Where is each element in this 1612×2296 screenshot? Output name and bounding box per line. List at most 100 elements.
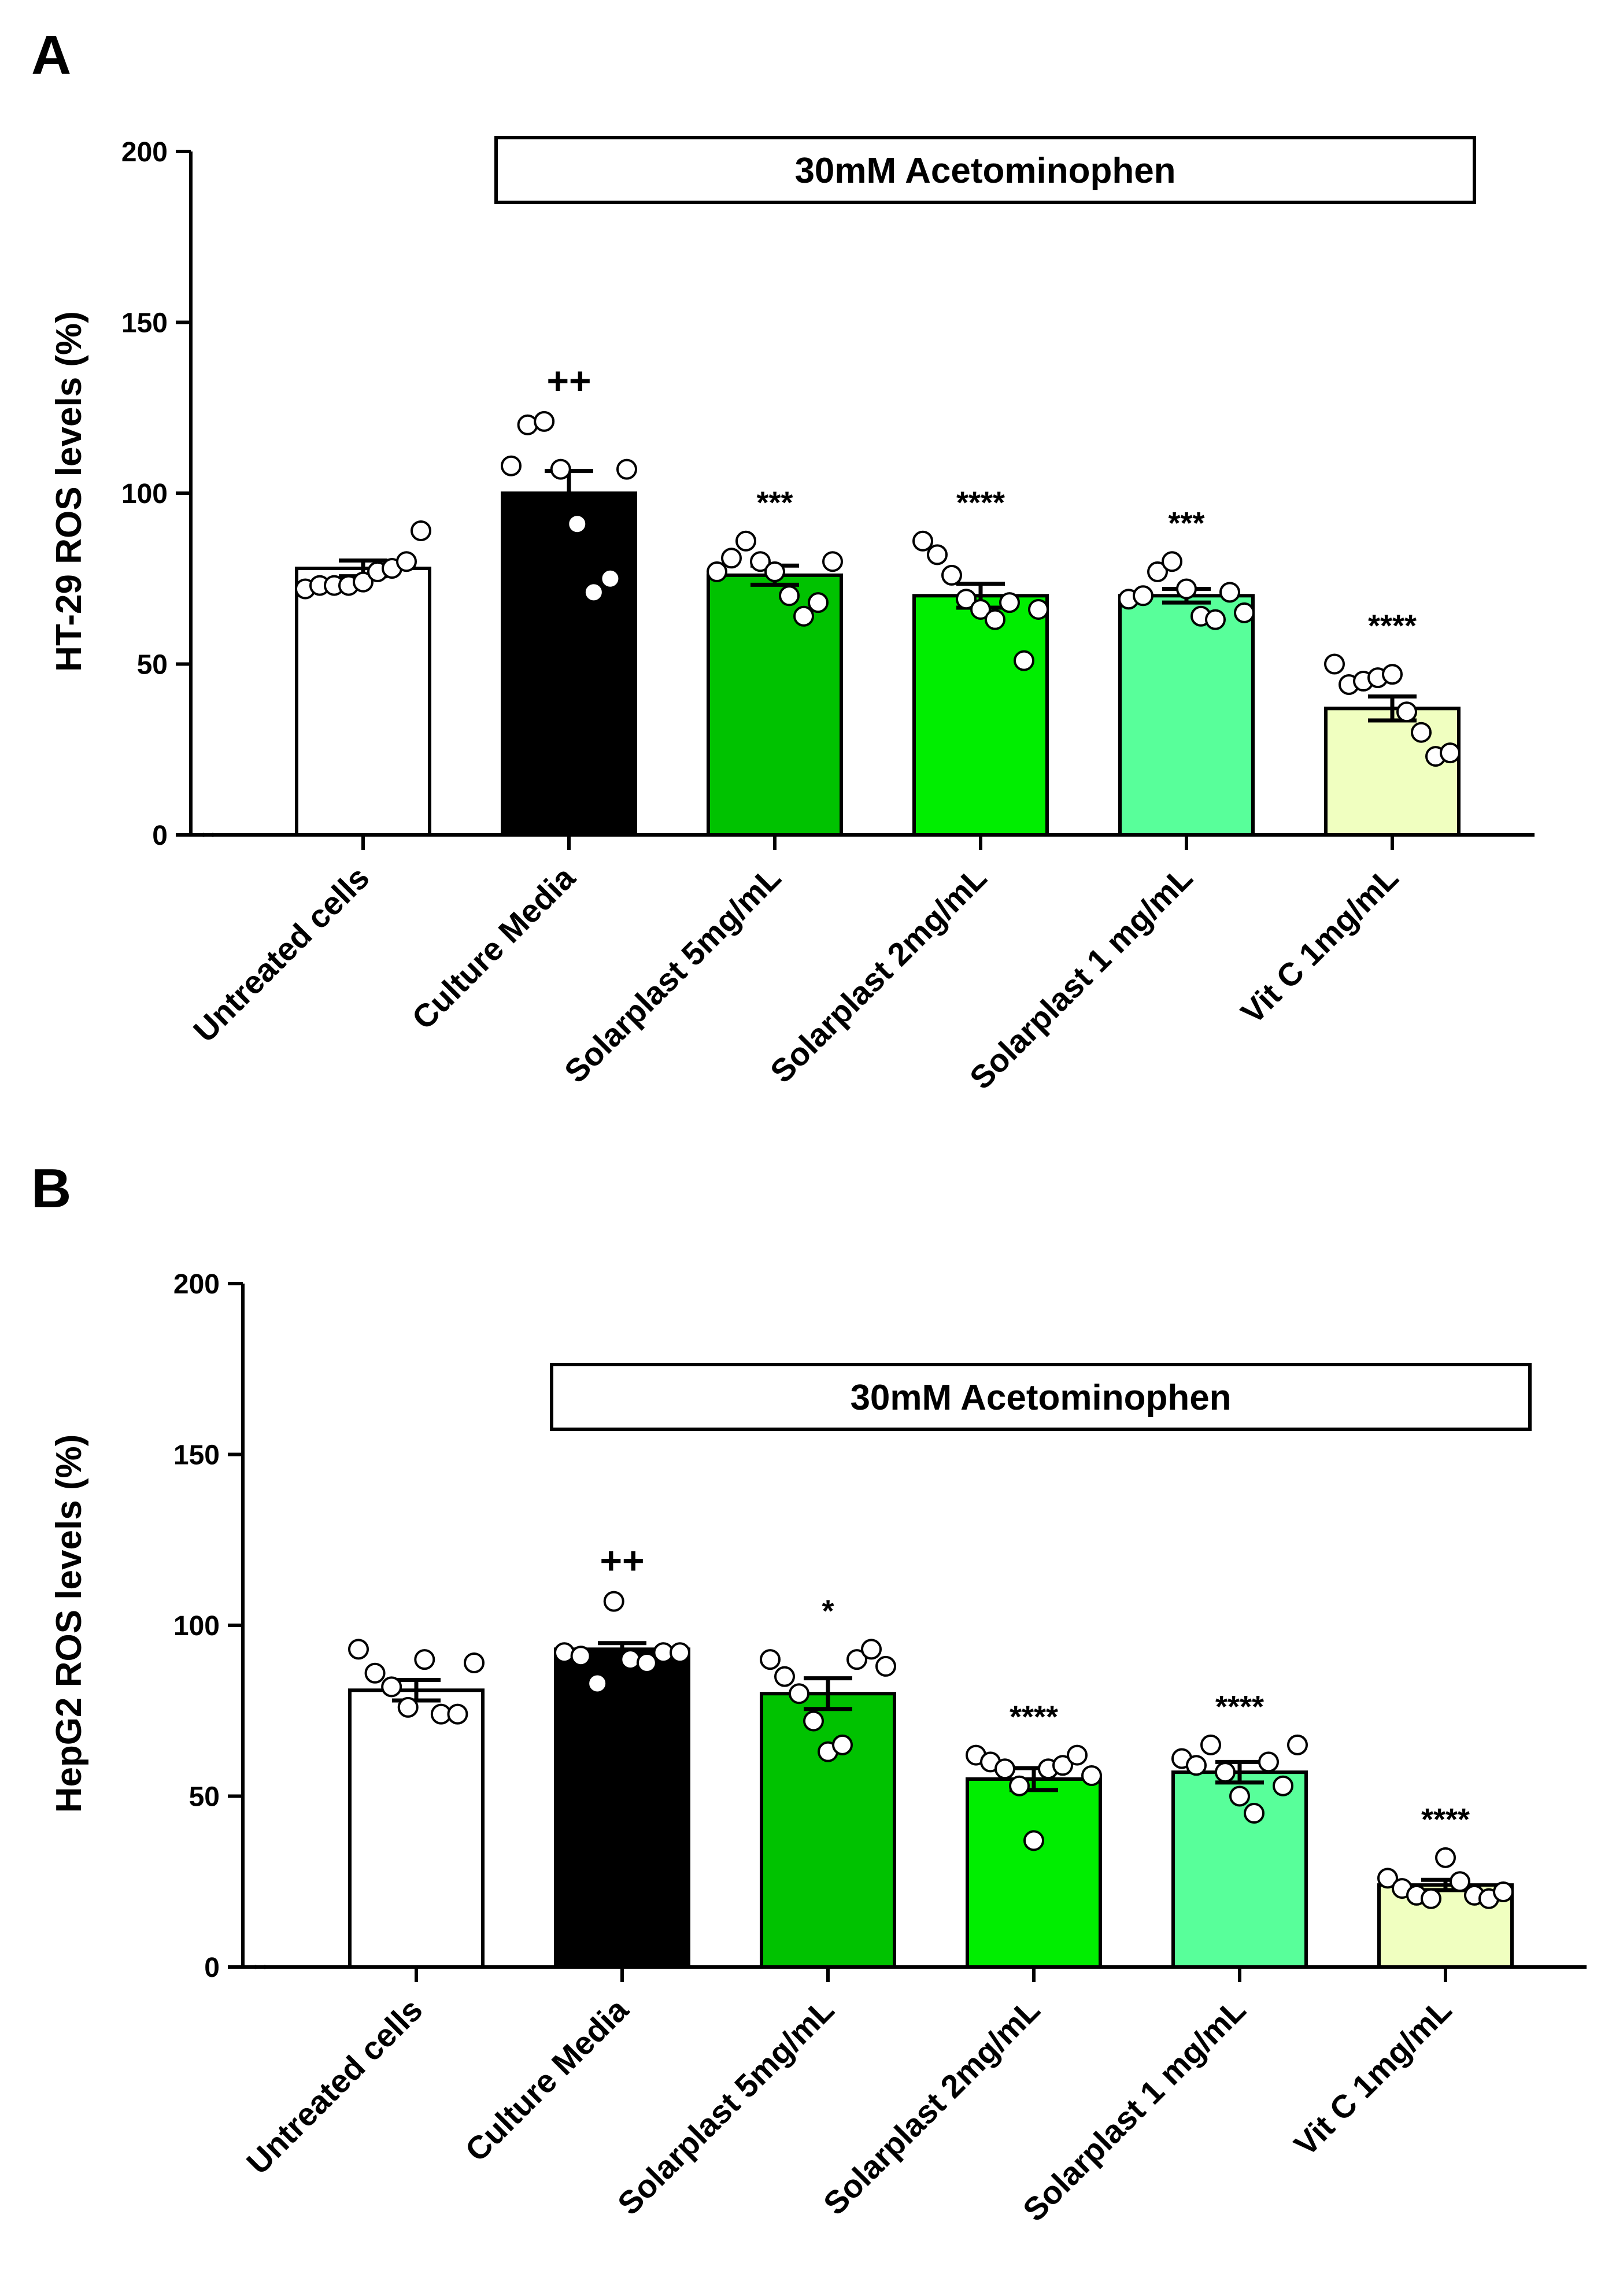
panel-b-significance-2: ++ — [600, 1539, 644, 1582]
panel-a-point — [583, 582, 604, 603]
panel-a-point — [1147, 561, 1168, 582]
panel-a-bar-1 — [295, 567, 431, 837]
panel-a-point — [1205, 609, 1226, 630]
panel-a-axis-break-dot — [201, 833, 206, 837]
panel-b-point — [1067, 1744, 1088, 1766]
panel-b-y-tick-label: 200 — [173, 1269, 220, 1300]
panel-a-point — [1440, 742, 1461, 764]
panel-b-point — [1450, 1871, 1470, 1892]
panel-a-point — [550, 459, 571, 480]
panel-b-significance-6: **** — [1421, 1802, 1470, 1837]
panel-a-point — [808, 592, 829, 613]
panel-a-point — [985, 609, 1005, 630]
panel-b-bar-4 — [966, 1777, 1102, 1969]
panel-b-point — [348, 1639, 369, 1660]
panel-a-significance-3: *** — [756, 486, 793, 520]
panel-b-point — [414, 1649, 435, 1670]
panel-a-banner-box — [494, 136, 1476, 204]
panel-a-point — [999, 592, 1020, 613]
panel-b-point — [846, 1649, 867, 1670]
panel-a-category-label-5: Solarplast 1 mg/mL — [963, 859, 1200, 1096]
panel-b-point — [554, 1642, 575, 1663]
panel-a-point — [822, 551, 843, 572]
panel-b-point — [1377, 1868, 1398, 1889]
panel-a-point — [616, 459, 637, 480]
panel-a-axis-break-dot — [210, 833, 215, 837]
panel-b-y-tick-label: 150 — [173, 1440, 220, 1471]
panel-b-point — [1229, 1785, 1250, 1807]
panel-a-point — [941, 564, 962, 586]
panel-a: A HT-29 ROS levels (%) 30mM Acetominophe… — [31, 24, 1535, 1096]
panel-b-point — [1215, 1762, 1236, 1783]
panel-a-point — [793, 605, 814, 627]
panel-a-category-label-1: Untreated cells — [186, 859, 376, 1049]
panel-a-significance-4: **** — [956, 486, 1005, 520]
panel-b-bar-1 — [348, 1688, 485, 1969]
panel-b-point — [620, 1649, 641, 1670]
panel-b: B HepG2 ROS levels (%) 30mM Acetominophe… — [31, 1158, 1587, 2228]
panel-a-category-label-4: Solarplast 2mg/mL — [763, 859, 994, 1090]
panel-b-axis-break-dot — [253, 1965, 258, 1969]
panel-b-point — [1052, 1755, 1073, 1776]
panel-b-point — [1258, 1751, 1279, 1773]
panel-a-banner-text: 30mM Acetominophen — [794, 151, 1175, 191]
panel-a-point — [970, 598, 991, 620]
panel-b-point — [1186, 1755, 1207, 1776]
panel-a-y-tick-label: 150 — [121, 308, 168, 339]
panel-b-banner: 30mM Acetominophen — [550, 1363, 1532, 1431]
panel-b-banner-box — [550, 1363, 1532, 1431]
panel-a-point — [517, 414, 538, 435]
panel-b-y-tick-label: 100 — [173, 1611, 220, 1641]
panel-b-point — [670, 1642, 690, 1663]
panel-a-point — [1028, 598, 1049, 620]
panel-a-point — [353, 571, 374, 593]
panel-a-point — [501, 455, 522, 476]
panel-b-point — [1244, 1803, 1265, 1824]
panel-a-point — [927, 544, 948, 565]
panel-b-point — [1081, 1765, 1102, 1787]
panel-b-banner-text: 30mM Acetominophen — [850, 1378, 1231, 1418]
panel-a-significance-5: *** — [1168, 506, 1204, 541]
panel-a-y-axis-label: HT-29 ROS levels (%) — [49, 311, 89, 672]
panel-a-point — [1382, 664, 1403, 685]
panel-a-point — [1176, 578, 1197, 600]
panel-a-point — [1162, 551, 1182, 572]
panel-b-category-label-1: Untreated cells — [239, 1991, 429, 2181]
panel-a-point — [721, 548, 742, 569]
panel-a-point — [1396, 701, 1417, 723]
panel-a-banner: 30mM Acetominophen — [494, 136, 1476, 204]
panel-a-point — [1324, 653, 1345, 675]
panel-a-point — [735, 530, 756, 552]
panel-b-point — [861, 1639, 882, 1660]
panel-b-point — [832, 1734, 853, 1755]
panel-a-y-tick-label: 0 — [152, 820, 168, 851]
panel-a-point — [912, 530, 933, 552]
panel-a-point — [396, 551, 417, 572]
panel-a-bar-4 — [912, 594, 1049, 837]
panel-b-category-label-5: Solarplast 1 mg/mL — [1016, 1991, 1253, 2228]
panel-b-axis-break-dot — [262, 1965, 267, 1969]
panel-a-significance-6: **** — [1368, 609, 1417, 644]
panel-a-bar-5 — [1118, 594, 1255, 837]
panel-b-point — [364, 1662, 386, 1684]
panel-b-y-axis-label: HepG2 ROS levels (%) — [49, 1434, 89, 1813]
panel-a-point — [1219, 582, 1240, 603]
panel-a-y-tick-label: 200 — [121, 137, 168, 168]
panel-a-point — [1133, 585, 1153, 607]
panel-b-point — [464, 1652, 485, 1674]
panel-b-letter: B — [31, 1158, 71, 1219]
panel-b-bar-3 — [760, 1692, 896, 1969]
panel-b-significance-3: * — [822, 1593, 834, 1628]
panel-a-plot: 0 50 100 150 200 Untreated cells ++ Culture Med… — [121, 137, 1535, 1096]
panel-b-significance-4: **** — [1010, 1700, 1058, 1735]
panel-a-significance-2: ++ — [546, 359, 591, 402]
panel-a-point — [534, 411, 555, 432]
panel-b-point — [397, 1696, 419, 1718]
panel-a-y-tick-label: 50 — [137, 650, 168, 681]
panel-b-y-tick-label: 50 — [189, 1782, 220, 1813]
panel-b-point — [1421, 1888, 1441, 1909]
panel-b-point — [789, 1683, 809, 1705]
panel-b-point — [1273, 1775, 1293, 1796]
panel-b-point — [447, 1703, 468, 1725]
panel-a-category-label-3: Solarplast 5mg/mL — [557, 859, 788, 1090]
